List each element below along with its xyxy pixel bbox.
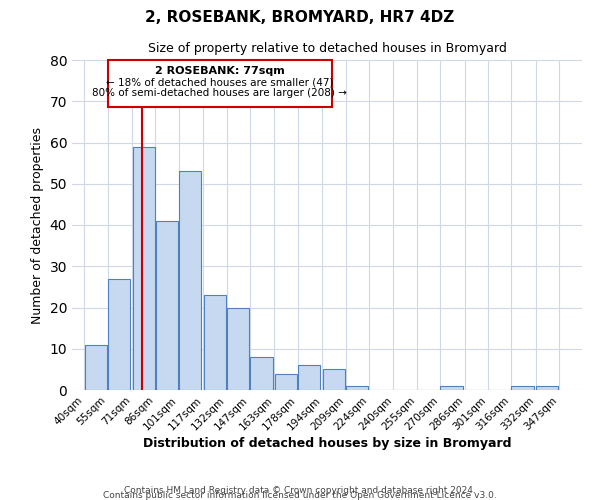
Bar (511, 386, 534, 390)
Bar (133, 146, 155, 390)
Text: 80% of semi-detached houses are larger (208) →: 80% of semi-detached houses are larger (… (92, 88, 347, 98)
Bar (179, 172, 202, 390)
Text: Contains public sector information licensed under the Open Government Licence v3: Contains public sector information licen… (103, 490, 497, 500)
Text: Contains HM Land Registry data © Crown copyright and database right 2024.: Contains HM Land Registry data © Crown c… (124, 486, 476, 495)
Bar (323, 370, 345, 390)
Bar (85, 344, 107, 390)
Title: Size of property relative to detached houses in Bromyard: Size of property relative to detached ho… (148, 42, 506, 54)
X-axis label: Distribution of detached houses by size in Bromyard: Distribution of detached houses by size … (143, 438, 511, 450)
Bar (227, 308, 250, 390)
Bar (536, 386, 559, 390)
Bar (108, 278, 130, 390)
Text: 2 ROSEBANK: 77sqm: 2 ROSEBANK: 77sqm (155, 66, 284, 76)
Bar (346, 386, 368, 390)
Bar (298, 365, 320, 390)
Bar (107, 60, 332, 108)
Bar (275, 374, 297, 390)
Y-axis label: Number of detached properties: Number of detached properties (31, 126, 44, 324)
Bar (250, 357, 272, 390)
Bar (156, 221, 178, 390)
Text: ← 18% of detached houses are smaller (47): ← 18% of detached houses are smaller (47… (106, 78, 334, 88)
Bar (440, 386, 463, 390)
Bar (204, 295, 226, 390)
Text: 2, ROSEBANK, BROMYARD, HR7 4DZ: 2, ROSEBANK, BROMYARD, HR7 4DZ (145, 10, 455, 25)
